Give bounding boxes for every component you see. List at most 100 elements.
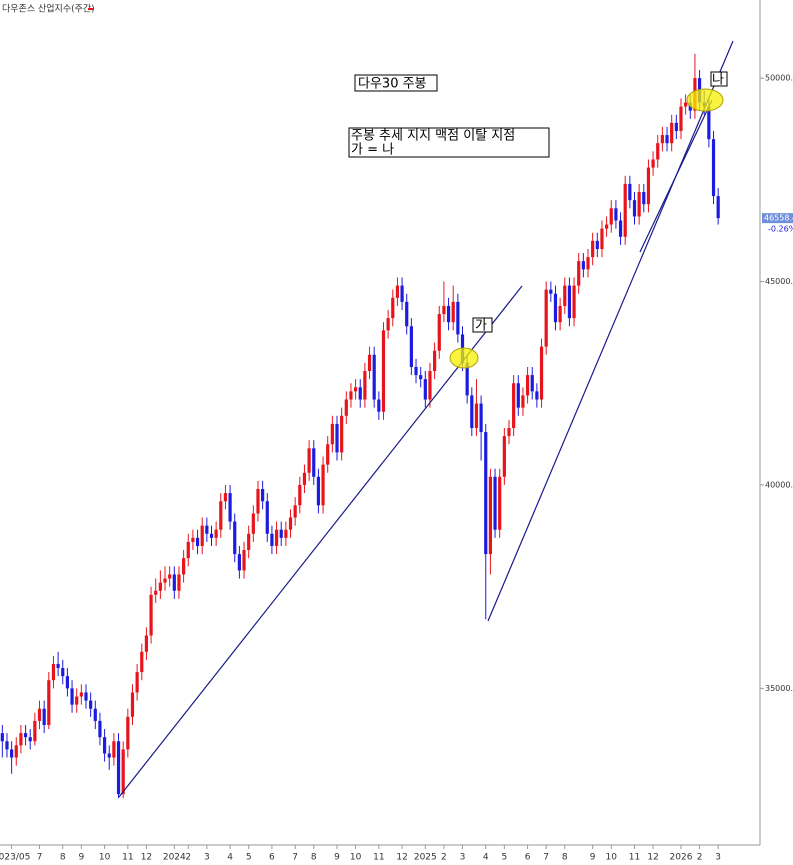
candle-body [549, 289, 553, 294]
y-tick-label: 50000.0 [765, 74, 793, 83]
candle-body [618, 220, 623, 237]
candle-body [363, 371, 367, 400]
candle-body [237, 554, 241, 571]
candle-body [535, 391, 539, 400]
candle-body [79, 692, 83, 697]
candle-body [116, 741, 121, 795]
candle-body [112, 741, 116, 758]
candle-body [19, 733, 23, 746]
x-tick-label: 3 [204, 853, 210, 863]
x-tick-label: 7 [543, 853, 549, 863]
candle-body [679, 106, 683, 132]
candle-body [302, 472, 307, 485]
candle-body [516, 383, 520, 408]
x-tick-label: 12 [141, 853, 152, 863]
candle-body [507, 427, 511, 437]
candle-body [502, 436, 506, 477]
candle-body [265, 501, 269, 534]
y-tick-label: 35000.0 [765, 684, 793, 693]
candle-body [572, 285, 576, 319]
candle-body [674, 122, 678, 132]
candle-body [349, 391, 353, 400]
annotation-box [710, 71, 728, 87]
candle-body [186, 541, 190, 559]
candle-body [446, 305, 451, 323]
candle-body [665, 135, 669, 144]
candle-body [14, 745, 18, 758]
x-tick-label: 8 [562, 853, 568, 863]
last-change: -0.26% [768, 225, 793, 234]
candle-body [474, 403, 479, 428]
x-tick-label: 3 [715, 853, 721, 863]
candle-body [279, 529, 283, 538]
candle-body [312, 448, 316, 477]
candle-body [321, 464, 325, 506]
candle-body [205, 525, 209, 534]
candle-body [270, 533, 274, 546]
candle-body [172, 574, 176, 591]
candle-body [56, 663, 60, 669]
candle-body [70, 688, 74, 705]
candle-body [539, 346, 544, 400]
candle-body [586, 257, 590, 270]
candle-body [419, 375, 423, 380]
x-tick-label: 2025 [414, 853, 437, 863]
candle-body [23, 733, 28, 738]
candle-body [223, 493, 228, 502]
candle-body [340, 415, 344, 453]
highlight [449, 347, 479, 369]
candle-body [656, 143, 660, 160]
x-tick-label: 11 [629, 853, 640, 863]
y-tick-label: 45000.0 [765, 277, 793, 286]
candle-body [0, 733, 4, 742]
x-tick-label: 11 [373, 853, 384, 863]
candle-body [195, 537, 200, 546]
annotation-box [472, 317, 493, 333]
candle-body [400, 285, 404, 302]
last-price-tag [762, 213, 793, 224]
candle-body [107, 753, 111, 758]
x-tick-label: 5 [246, 853, 252, 863]
candle-body [293, 505, 297, 518]
candle-body [28, 737, 32, 742]
candle-body [433, 350, 437, 372]
x-tick-label: 2 [697, 853, 703, 863]
candle-body [228, 493, 232, 522]
candle-body [288, 517, 293, 530]
candle-body [614, 208, 618, 221]
candle-body [707, 106, 711, 140]
candle-body [716, 196, 720, 219]
candle-body [530, 375, 534, 392]
x-tick-label: 2 [441, 853, 447, 863]
candle-body [200, 525, 204, 546]
candle-body [488, 476, 492, 555]
x-tick-label: 6 [269, 853, 275, 863]
candle-body [581, 261, 585, 270]
candle-body [163, 578, 167, 583]
candle-body [632, 200, 637, 217]
candle-body [130, 692, 135, 717]
candle-body [465, 362, 469, 396]
candle-body [93, 708, 97, 721]
candle-body [102, 737, 107, 754]
candle-body [367, 354, 372, 372]
candle-body [470, 395, 474, 428]
x-tick-label: 10 [99, 853, 111, 863]
candle-body [684, 102, 688, 107]
trend-line [118, 285, 523, 798]
annotation-box [348, 127, 550, 158]
candles [0, 53, 720, 799]
candle-body [553, 293, 558, 323]
x-tick-label: 3 [460, 853, 466, 863]
x-tick-label: 8 [311, 853, 317, 863]
candle-body [316, 476, 321, 506]
candle-body [358, 387, 362, 400]
highlight [686, 88, 724, 112]
candle-body [414, 366, 418, 376]
candle-body [409, 326, 413, 367]
candle-body [149, 594, 153, 636]
candle-body [209, 533, 214, 538]
candle-body [637, 192, 641, 217]
candle-body [144, 635, 149, 652]
candle-body [89, 700, 93, 709]
